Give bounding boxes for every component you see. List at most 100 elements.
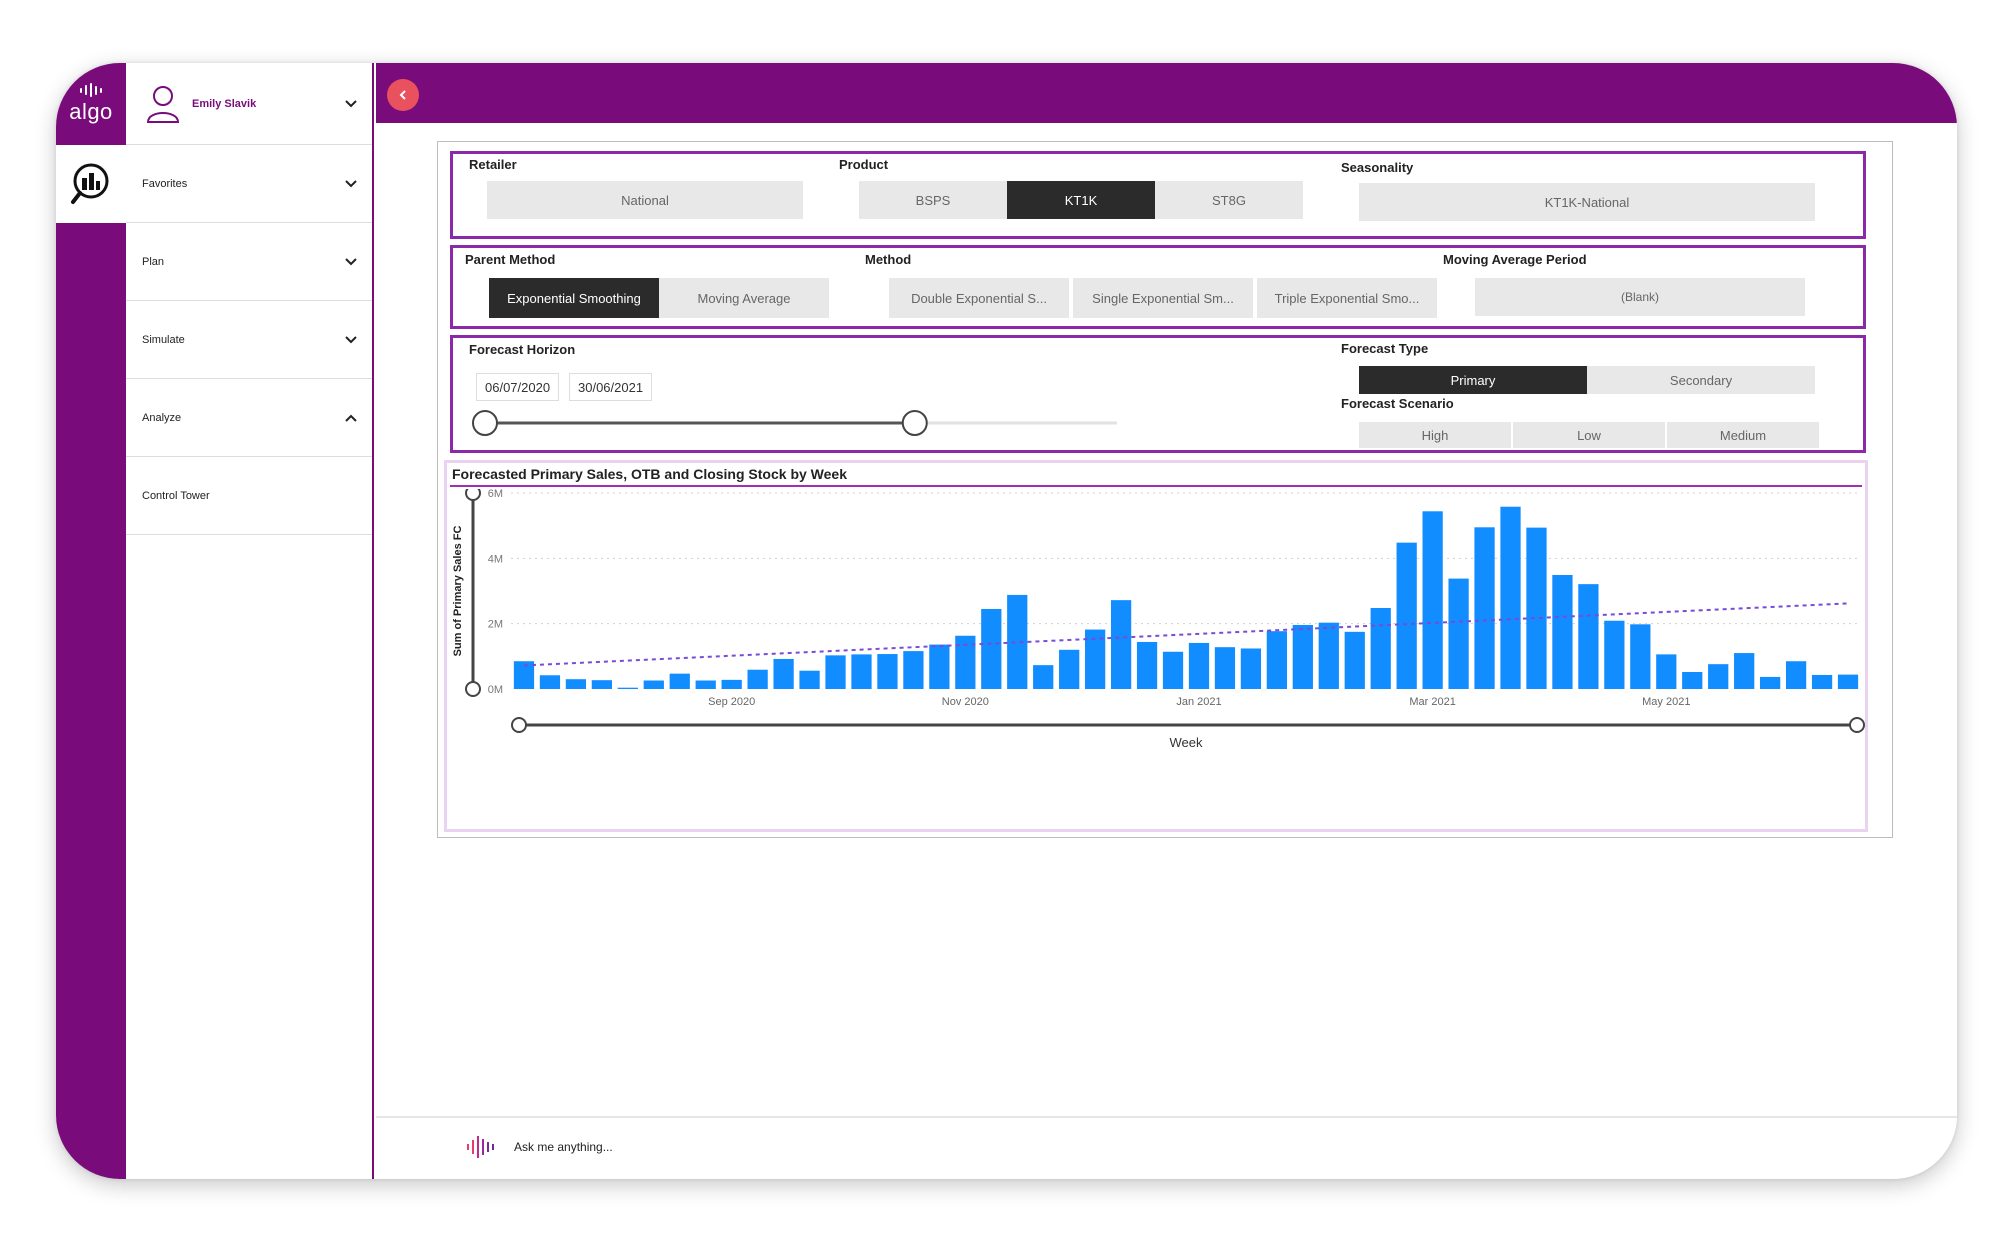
- bar[interactable]: [1682, 672, 1703, 689]
- bar[interactable]: [643, 680, 664, 689]
- bar[interactable]: [981, 608, 1002, 689]
- voice-waves-icon: [467, 1136, 494, 1158]
- chevron-down-icon[interactable]: [344, 177, 358, 191]
- parent-method-exponential-smoothing[interactable]: Exponential Smoothing: [489, 278, 659, 318]
- product-label: Product: [839, 157, 889, 172]
- forecast-type-secondary[interactable]: Secondary: [1587, 366, 1815, 394]
- bar[interactable]: [1059, 649, 1080, 689]
- bar[interactable]: [851, 654, 872, 689]
- bar[interactable]: [1136, 641, 1158, 689]
- bar[interactable]: [591, 680, 612, 689]
- forecast-scenario-high[interactable]: High: [1359, 422, 1511, 448]
- bar[interactable]: [799, 670, 820, 689]
- bar[interactable]: [513, 661, 535, 689]
- chevron-down-icon[interactable]: [344, 333, 358, 347]
- bar[interactable]: [1708, 664, 1729, 689]
- nav-item-label: Analyze: [142, 411, 182, 424]
- forecast-scenario-low[interactable]: Low: [1513, 422, 1665, 448]
- filter-group-product: Retailer National Product BSPS KT1K ST8G…: [450, 151, 1866, 239]
- bar[interactable]: [1292, 624, 1313, 689]
- bar[interactable]: [695, 680, 716, 689]
- report-canvas: Retailer National Product BSPS KT1K ST8G…: [437, 141, 1893, 838]
- moving-average-period-slicer[interactable]: (Blank): [1475, 278, 1805, 316]
- bar[interactable]: [1162, 651, 1184, 689]
- slider-end-handle[interactable]: [901, 410, 928, 436]
- bar[interactable]: [825, 655, 846, 689]
- algo-logo[interactable]: algo: [56, 63, 126, 145]
- seasonality-slicer[interactable]: KT1K-National: [1359, 183, 1815, 221]
- user-menu[interactable]: Emily Slavik: [126, 63, 372, 145]
- forecast-scenario-medium[interactable]: Medium: [1667, 422, 1819, 448]
- method-single-exponential[interactable]: Single Exponential Sm...: [1073, 278, 1253, 318]
- bar[interactable]: [1033, 665, 1054, 689]
- bar[interactable]: [617, 687, 638, 689]
- bar[interactable]: [929, 644, 950, 689]
- bar[interactable]: [1110, 600, 1132, 689]
- bar[interactable]: [721, 679, 742, 689]
- bar[interactable]: [1007, 594, 1028, 689]
- bar[interactable]: [669, 673, 690, 689]
- bar[interactable]: [1344, 631, 1365, 689]
- bar[interactable]: [565, 679, 587, 689]
- bar[interactable]: [1526, 527, 1547, 689]
- ask-assistant[interactable]: Ask me anything...: [466, 1136, 613, 1158]
- chevron-down-icon[interactable]: [344, 97, 358, 111]
- bar[interactable]: [1630, 624, 1651, 689]
- bar[interactable]: [1240, 648, 1262, 689]
- bar[interactable]: [1448, 578, 1469, 689]
- nav-item-favorites[interactable]: Favorites: [126, 145, 372, 223]
- bar[interactable]: [1656, 654, 1677, 689]
- product-option-st8g[interactable]: ST8G: [1155, 181, 1303, 219]
- x-range-right-handle[interactable]: [1849, 717, 1865, 733]
- retailer-slicer[interactable]: National: [487, 181, 803, 219]
- bar[interactable]: [1318, 622, 1339, 689]
- forecast-type-primary[interactable]: Primary: [1359, 366, 1587, 394]
- chevron-up-icon[interactable]: [344, 411, 358, 425]
- slider-start-handle[interactable]: [472, 410, 498, 436]
- y-range-top-handle[interactable]: [465, 489, 481, 501]
- forecast-horizon-slider[interactable]: [471, 408, 1131, 438]
- bar[interactable]: [773, 658, 794, 689]
- bar[interactable]: [955, 635, 976, 689]
- bar[interactable]: [1734, 653, 1755, 689]
- chevron-down-icon[interactable]: [344, 255, 358, 269]
- method-triple-exponential[interactable]: Triple Exponential Smo...: [1257, 278, 1437, 318]
- x-tick-label: Jan 2021: [1176, 696, 1221, 708]
- parent-method-moving-average[interactable]: Moving Average: [659, 278, 829, 318]
- bar[interactable]: [1500, 506, 1521, 689]
- nav-item-plan[interactable]: Plan: [126, 223, 372, 301]
- bar[interactable]: [1188, 642, 1210, 689]
- x-range-left-handle[interactable]: [511, 717, 527, 733]
- method-double-exponential[interactable]: Double Exponential S...: [889, 278, 1069, 318]
- bar[interactable]: [1785, 661, 1807, 689]
- bar[interactable]: [1396, 542, 1417, 689]
- forecast-start-date-input[interactable]: 06/07/2020: [476, 373, 560, 401]
- bar[interactable]: [1837, 674, 1859, 689]
- bar[interactable]: [1370, 607, 1391, 689]
- product-option-kt1k[interactable]: KT1K: [1007, 181, 1155, 219]
- collapse-button[interactable]: [387, 79, 419, 111]
- bar[interactable]: [1085, 629, 1106, 689]
- nav-item-control-tower[interactable]: Control Tower: [126, 457, 372, 535]
- bar[interactable]: [1552, 574, 1573, 689]
- bar[interactable]: [1474, 527, 1495, 689]
- x-tick-label: Nov 2020: [942, 696, 989, 708]
- bar[interactable]: [747, 669, 768, 689]
- bar[interactable]: [1604, 620, 1625, 689]
- bar[interactable]: [1760, 676, 1781, 689]
- bar[interactable]: [1811, 674, 1833, 689]
- bar[interactable]: [1422, 511, 1443, 689]
- product-option-bsps[interactable]: BSPS: [859, 181, 1007, 219]
- bar[interactable]: [903, 651, 924, 689]
- bar[interactable]: [1214, 647, 1236, 689]
- nav-item-analyze[interactable]: Analyze: [126, 379, 372, 457]
- analytics-icon-tab[interactable]: [56, 145, 126, 223]
- bar[interactable]: [1578, 584, 1599, 689]
- y-range-bottom-handle[interactable]: [465, 681, 481, 697]
- x-axis-title: Week: [1170, 735, 1203, 750]
- bar[interactable]: [877, 654, 898, 689]
- bar[interactable]: [539, 675, 561, 689]
- forecast-end-date-input[interactable]: 30/06/2021: [569, 373, 653, 401]
- nav-item-simulate[interactable]: Simulate: [126, 301, 372, 379]
- bar[interactable]: [1266, 631, 1287, 689]
